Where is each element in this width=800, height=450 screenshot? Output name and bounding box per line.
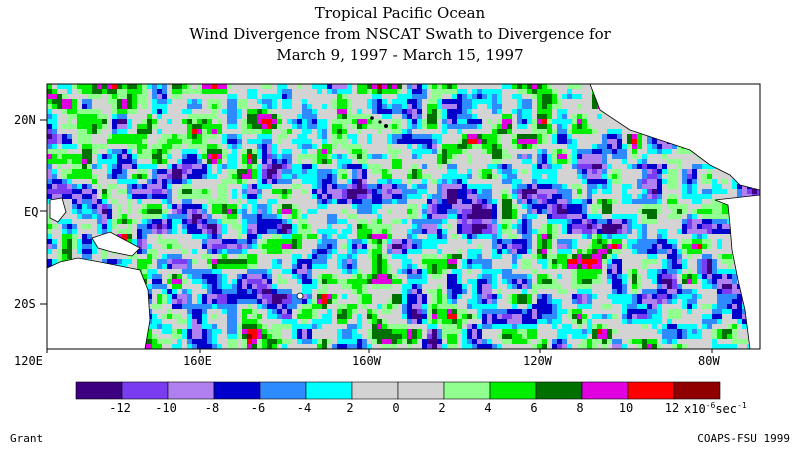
map-frame: [46, 83, 761, 350]
colorbar-swatch: [351, 381, 399, 400]
colorbar-tick-label: 0: [392, 401, 400, 415]
colorbar-tick-label: 8: [576, 401, 584, 415]
colorbar-swatch: [121, 381, 169, 400]
land-central-america: [560, 84, 760, 191]
landmasses: [47, 84, 760, 349]
land-australia: [47, 257, 151, 349]
colorbar-tick-label: -8: [204, 401, 220, 415]
colorbar-swatch: [213, 381, 261, 400]
lon-label-120w: 120W: [523, 354, 552, 368]
colorbar-swatch: [75, 381, 123, 400]
colorbar-unit: x10-6sec-1: [684, 401, 747, 416]
colorbar-swatch: [581, 381, 629, 400]
colorbar-swatch: [443, 381, 491, 400]
land-borneo: [49, 197, 67, 223]
colorbar-tick-label: 2: [346, 401, 354, 415]
colorbar-swatch: [673, 381, 721, 400]
colorbar-swatch: [167, 381, 215, 400]
colorbar: [75, 381, 721, 400]
map-title-line1: Tropical Pacific Ocean: [314, 4, 486, 22]
colorbar-tick-label: -6: [250, 401, 266, 415]
land-south-america: [714, 194, 760, 349]
lat-label-eq: EQ: [24, 205, 39, 219]
colorbar-tick-label: 2: [438, 401, 446, 415]
colorbar-tick-label: 4: [484, 401, 492, 415]
colorbar-swatch: [535, 381, 583, 400]
credit-author: Grant: [10, 432, 44, 445]
colorbar-tick-label: -4: [296, 401, 312, 415]
colorbar-swatch: [397, 381, 445, 400]
credit-organization: COAPS-FSU 1999: [697, 432, 790, 445]
colorbar-swatch: [259, 381, 307, 400]
colorbar-tick-label: 10: [618, 401, 634, 415]
lon-label-160e: 160E: [183, 354, 212, 368]
colorbar-tick-label: -10: [155, 401, 177, 415]
map-title-line3: March 9, 1997 - March 15, 1997: [276, 46, 524, 64]
colorbar-swatch: [305, 381, 353, 400]
colorbar-tick-label: 12: [664, 401, 680, 415]
lat-label-20s: 20S: [14, 297, 36, 311]
colorbar-tick-label: -12: [109, 401, 131, 415]
lon-label-80w: 80W: [698, 354, 720, 368]
lat-label-20n: 20N: [14, 113, 36, 127]
lon-label-160w: 160W: [352, 354, 381, 368]
colorbar-swatch: [627, 381, 675, 400]
lon-label-120e: 120E: [14, 354, 43, 368]
colorbar-swatch: [489, 381, 537, 400]
colorbar-tick-label: 6: [530, 401, 538, 415]
land-new-guinea: [91, 231, 141, 257]
map-title-line2: Wind Divergence from NSCAT Swath to Dive…: [189, 25, 611, 43]
